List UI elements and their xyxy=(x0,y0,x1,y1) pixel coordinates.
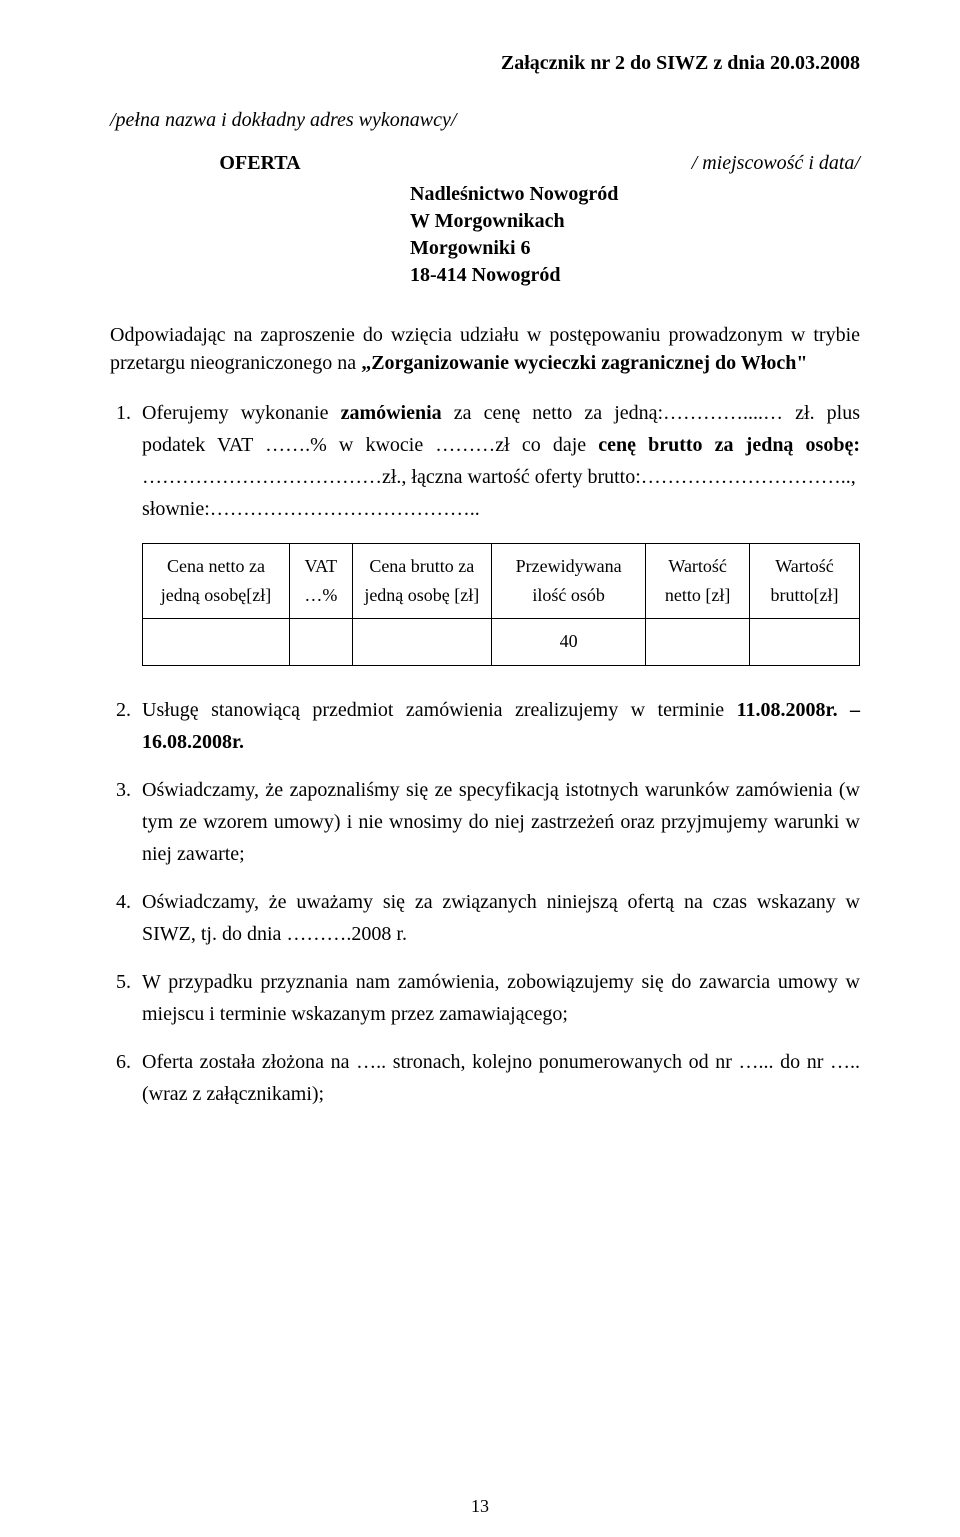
cell-quantity: 40 xyxy=(491,618,645,665)
offer-row: OFERTA / miejscowość i data/ xyxy=(110,152,860,175)
recipient-line-3: Morgowniki 6 xyxy=(410,235,860,262)
cell-net-value xyxy=(646,618,750,665)
table-data-row: 40 xyxy=(143,618,860,665)
recipient-line-4: 18-414 Nowogród xyxy=(410,262,860,289)
recipient-line-2: W Morgownikach xyxy=(410,208,860,235)
table-header-row: Cena netto za jedną osobę[zł] VAT …% Cen… xyxy=(143,544,860,619)
list-item-3: Oświadczamy, że zapoznaliśmy się ze spec… xyxy=(136,774,860,870)
calc-table: Cena netto za jedną osobę[zł] VAT …% Cen… xyxy=(142,543,860,666)
main-list: Oferujemy wykonanie zamówienia za cenę n… xyxy=(110,397,860,1110)
cell-gross-per-person xyxy=(352,618,491,665)
list-item-2: Usługę stanowiącą przedmiot zamówienia z… xyxy=(136,694,860,758)
item1-line2: słownie:………………………………….. xyxy=(142,493,860,525)
cell-net-per-person xyxy=(143,618,290,665)
item2-a: Usługę stanowiącą przedmiot zamówienia z… xyxy=(142,699,737,721)
th-gross-value: Wartość brutto[zł] xyxy=(750,544,860,619)
recipient-line-1: Nadleśnictwo Nowogród xyxy=(410,181,860,208)
intro-paragraph: Odpowiadając na zaproszenie do wzięcia u… xyxy=(110,321,860,377)
th-gross-per-person: Cena brutto za jedną osobę [zł] xyxy=(352,544,491,619)
attachment-header: Załącznik nr 2 do SIWZ z dnia 20.03.2008 xyxy=(110,52,860,75)
cell-vat xyxy=(290,618,353,665)
list-item-5: W przypadku przyznania nam zamówienia, z… xyxy=(136,966,860,1030)
item1-d: cenę brutto za jedną osobę: xyxy=(598,434,860,456)
th-net-per-person: Cena netto za jedną osobę[zł] xyxy=(143,544,290,619)
page-number: 13 xyxy=(0,1496,960,1517)
offer-label: OFERTA xyxy=(110,152,410,175)
th-vat: VAT …% xyxy=(290,544,353,619)
list-item-6: Oferta została złożona na ….. stronach, … xyxy=(136,1046,860,1110)
sender-placeholder: /pełna nazwa i dokładny adres wykonawcy/ xyxy=(110,109,860,132)
item1-e: ………………………………zł., łączna wartość oferty b… xyxy=(142,466,856,488)
cell-gross-value xyxy=(750,618,860,665)
intro-bold: „Zorganizowanie wycieczki zagranicznej d… xyxy=(361,352,807,374)
th-quantity: Przewidywana ilość osób xyxy=(491,544,645,619)
list-item-1: Oferujemy wykonanie zamówienia za cenę n… xyxy=(136,397,860,666)
th-net-value: Wartość netto [zł] xyxy=(646,544,750,619)
item1-a: Oferujemy wykonanie xyxy=(142,402,341,424)
item1-b: zamówienia xyxy=(341,402,442,424)
recipient-block: Nadleśnictwo Nowogród W Morgownikach Mor… xyxy=(410,181,860,289)
list-item-4: Oświadczamy, że uważamy się za związanyc… xyxy=(136,886,860,950)
document-page: Załącznik nr 2 do SIWZ z dnia 20.03.2008… xyxy=(0,0,960,1537)
place-date-placeholder: / miejscowość i data/ xyxy=(410,152,860,175)
